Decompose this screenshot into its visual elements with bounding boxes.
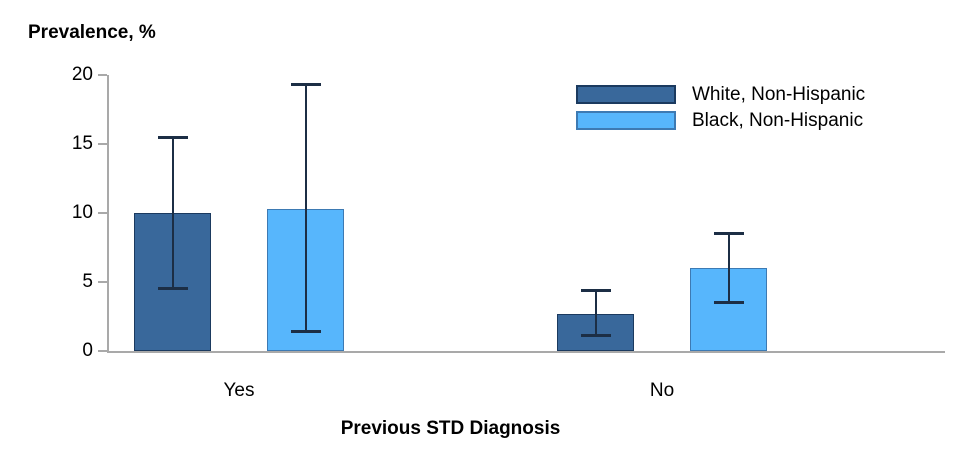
legend-label-white-non-hispanic: White, Non-Hispanic [692, 84, 866, 105]
x-category-label-no: No [649, 380, 675, 401]
error-bar-white-non-hispanic-yes [171, 135, 174, 291]
y-tick-label-15: 15 [71, 133, 93, 154]
error-cap-bottom-white-non-hispanic-no [580, 334, 611, 338]
error-bar-white-non-hispanic-no [594, 288, 597, 338]
legend-item-white-non-hispanic: White, Non-Hispanic [576, 84, 865, 105]
legend: White, Non-Hispanic Black, Non-Hispanic [576, 84, 865, 136]
y-tick-0 [98, 350, 107, 352]
y-tick-label-20: 20 [71, 64, 93, 85]
y-tick-label-5: 5 [82, 271, 93, 292]
error-cap-bottom-black-non-hispanic-yes [290, 330, 321, 334]
x-axis-line [107, 351, 945, 353]
y-tick-label-10: 10 [71, 202, 93, 223]
y-tick-20 [98, 74, 107, 76]
error-bar-black-non-hispanic-no [727, 232, 730, 305]
plot-area: 0 5 10 15 20 [72, 64, 945, 361]
legend-item-black-non-hispanic: Black, Non-Hispanic [576, 110, 865, 131]
x-axis-title: Previous STD Diagnosis [340, 418, 561, 439]
error-cap-top-black-non-hispanic-no [713, 232, 744, 236]
y-axis-line [107, 75, 109, 351]
error-cap-top-white-non-hispanic-yes [157, 135, 188, 139]
y-tick-15 [98, 143, 107, 145]
error-cap-top-white-non-hispanic-no [580, 288, 611, 292]
legend-swatch-black-non-hispanic [576, 111, 676, 130]
error-bar-black-non-hispanic-yes [304, 83, 307, 334]
error-cap-bottom-black-non-hispanic-no [713, 301, 744, 305]
legend-swatch-white-non-hispanic [576, 85, 676, 104]
y-tick-10 [98, 212, 107, 214]
chart-title: Prevalence, % [28, 22, 156, 43]
y-tick-5 [98, 281, 107, 283]
x-category-label-yes: Yes [223, 380, 255, 401]
y-tick-label-0: 0 [82, 340, 93, 361]
error-cap-top-black-non-hispanic-yes [290, 83, 321, 87]
error-cap-bottom-white-non-hispanic-yes [157, 287, 188, 291]
legend-label-black-non-hispanic: Black, Non-Hispanic [692, 110, 864, 131]
